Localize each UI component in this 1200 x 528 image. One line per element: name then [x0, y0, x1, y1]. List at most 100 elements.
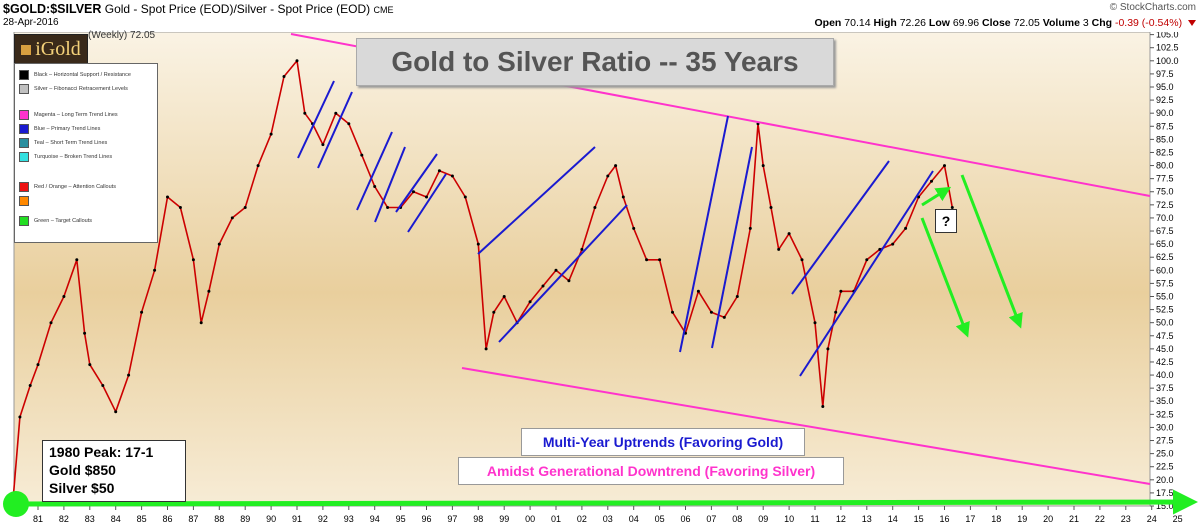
x-tick-label: 04 [629, 514, 639, 524]
y-tick-label: 30.0 [1156, 422, 1174, 432]
price-point [826, 347, 830, 351]
price-point [83, 331, 87, 335]
y-tick-label: 85.0 [1156, 134, 1174, 144]
x-tick-label: 90 [266, 514, 276, 524]
legend-swatch [19, 84, 29, 94]
price-point [614, 164, 618, 168]
price-point [813, 321, 817, 325]
blue-trendline [395, 153, 438, 213]
price-point [140, 310, 144, 314]
x-tick-label: 02 [577, 514, 587, 524]
uptrends-callout: Multi-Year Uptrends (Favoring Gold) [521, 428, 805, 456]
price-point [166, 195, 169, 199]
open-label: Open [814, 17, 842, 29]
price-point [777, 247, 781, 251]
x-tick-label: 25 [1173, 514, 1183, 524]
x-tick-label: 06 [680, 514, 690, 524]
x-tick-label: 92 [318, 514, 328, 524]
x-tick-label: 07 [706, 514, 716, 524]
blue-trendline [679, 115, 729, 353]
price-point [127, 373, 131, 377]
x-tick-label: 16 [939, 514, 949, 524]
low-value: 69.96 [952, 17, 980, 29]
price-point [49, 321, 53, 325]
price-point [891, 242, 895, 246]
price-point [437, 169, 441, 173]
price-point [476, 242, 480, 246]
blue-trendline [799, 170, 934, 377]
x-tick-label: 85 [137, 514, 147, 524]
price-point [865, 258, 869, 262]
ratio-chart[interactable]: 15.0 17.5 20.0 22.5 25.0 27.5 30.0 32.5 35.0 37.5… [0, 32, 1200, 528]
low-label: Low [928, 17, 950, 29]
x-tick-label: 23 [1121, 514, 1131, 524]
y-tick-label: 67.5 [1156, 226, 1174, 236]
y-tick-label: 55.0 [1156, 291, 1174, 301]
x-tick-label: 91 [292, 514, 302, 524]
y-tick-label: 17.5 [1156, 488, 1174, 498]
price-point [360, 153, 364, 157]
y-tick-label: 90.0 [1156, 108, 1174, 118]
y-tick-label: 87.5 [1156, 121, 1174, 131]
legend-label: Red / Orange – Attention Callouts [34, 184, 116, 190]
price-point [88, 363, 92, 367]
legend-swatch [19, 138, 29, 148]
question-callout: ? [935, 209, 957, 233]
y-tick-label: 50.0 [1156, 318, 1174, 328]
price-point [243, 206, 247, 209]
price-series [11, 59, 954, 497]
y-tick-label: 52.5 [1156, 305, 1174, 315]
legend-item [19, 196, 34, 206]
price-point [567, 279, 571, 283]
x-tick-label: 18 [991, 514, 1001, 524]
chart-title: Gold to Silver Ratio -- 35 Years [356, 38, 834, 86]
price-point [178, 206, 182, 209]
price-point [930, 179, 933, 183]
y-tick-label: 75.0 [1156, 187, 1174, 197]
x-tick-label: 24 [1147, 514, 1157, 524]
x-tick-label: 12 [836, 514, 846, 524]
legend-item: Black – Horizontal Support / Resistance [19, 70, 131, 80]
chg-value: -0.39 (-0.54%) [1114, 17, 1183, 29]
price-point [207, 289, 211, 293]
legend-item: Teal – Short Term Trend Lines [19, 138, 107, 148]
x-tick-label: 20 [1043, 514, 1053, 524]
price-point [917, 195, 921, 199]
peak-marker-circle [3, 491, 29, 517]
x-tick-label: 89 [240, 514, 250, 524]
price-point [282, 75, 286, 78]
price-point [748, 226, 752, 230]
y-tick-label: 102.5 [1156, 43, 1179, 53]
blue-trendline [498, 204, 628, 343]
x-tick-label: 88 [214, 514, 224, 524]
y-tick-label: 80.0 [1156, 161, 1174, 171]
price-point [606, 174, 610, 178]
high-value: 72.26 [899, 17, 926, 29]
legend-label: Teal – Short Term Trend Lines [34, 140, 108, 146]
legend-swatch [19, 110, 29, 120]
legend-item: Magenta – Long Term Trend Lines [19, 110, 118, 120]
chg-label: Chg [1091, 17, 1113, 29]
legend-label: Magenta – Long Term Trend Lines [34, 112, 118, 118]
x-tick-label: 11 [810, 514, 819, 524]
price-point [761, 164, 765, 168]
price-point [787, 232, 791, 236]
trendline-legend: Black – Horizontal Support / Resistance S… [14, 63, 158, 243]
x-tick-label: 86 [162, 514, 172, 524]
symbol-line: $GOLD:$SILVER Gold - Spot Price (EOD)/Si… [3, 2, 394, 16]
price-point [230, 216, 234, 220]
open-value: 70.14 [844, 17, 871, 29]
price-point [153, 268, 157, 272]
x-tick-label: 87 [188, 514, 198, 524]
x-axis: 81 82 83 84 85 86 87 88 89 90 91 92 93 94 95 96 97 98 99 00… [33, 514, 1183, 524]
y-tick-label: 82.5 [1156, 147, 1174, 157]
gold-cube-icon [21, 45, 32, 56]
x-tick-label: 84 [111, 514, 121, 524]
blue-trendline [477, 146, 596, 255]
y-tick-label: 97.5 [1156, 69, 1174, 79]
y-tick-label: 27.5 [1156, 436, 1174, 446]
close-value: 72.05 [1013, 17, 1040, 29]
lower-magenta-trendline [461, 367, 1151, 485]
provider-credit[interactable]: © StockCharts.com [1109, 2, 1196, 13]
price-point [62, 295, 66, 298]
